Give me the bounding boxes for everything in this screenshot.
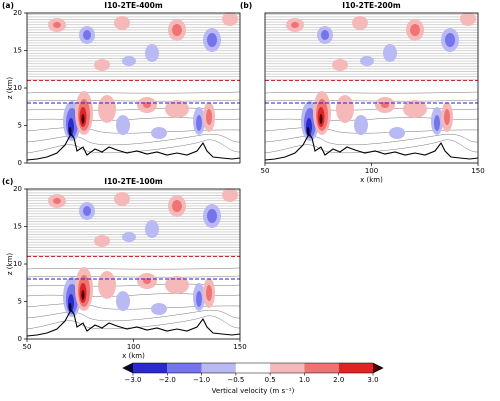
panel: (a) I10-2TE-400m 0 5 10 15 20 z (km) [2, 1, 240, 167]
colorbar-extend-low [123, 363, 133, 373]
field [27, 188, 240, 336]
y-tick-label: 20 [13, 185, 22, 193]
panel: (c) I10-2TE-100m 0 5 10 15 20 50 100 150 x (km) z (… [2, 177, 247, 360]
panel-title: I10-2TE-200m [342, 1, 401, 10]
x-tick-label: 50 [261, 167, 270, 175]
y-tick-label: 10 [13, 84, 22, 92]
colorbar-label: Vertical velocity (m s⁻¹) [212, 387, 295, 395]
y-axis-label: z (km) [6, 253, 14, 276]
panel-label: (a) [2, 1, 14, 10]
field [27, 12, 240, 160]
y-tick-label: 0 [18, 335, 22, 343]
colorbar-tick-label: −2.0 [159, 376, 176, 384]
colorbar-extend-high [373, 363, 383, 373]
colorbar-bin [201, 363, 236, 373]
x-tick-label: 150 [233, 343, 246, 351]
x-axis-label: x (km) [122, 352, 145, 360]
panel-label: (b) [240, 1, 252, 10]
colorbar-tick-label: 0.5 [265, 376, 276, 384]
field [265, 12, 478, 160]
x-tick-label: 150 [471, 167, 484, 175]
colorbar-tick-label: −1.0 [193, 376, 210, 384]
y-axis-label: z (km) [6, 77, 14, 100]
colorbar-tick-label: 3.0 [367, 376, 378, 384]
y-tick-label: 0 [18, 159, 22, 167]
y-tick-label: 15 [13, 47, 22, 55]
colorbar-bin [338, 363, 373, 373]
panel-title: I10-2TE-100m [104, 177, 163, 186]
y-tick-label: 20 [13, 9, 22, 17]
x-tick-label: 50 [23, 343, 32, 351]
y-tick-label: 15 [13, 223, 22, 231]
panel: (b) I10-2TE-200m 50 100 150 x (km) [240, 1, 485, 184]
x-tick-label: 100 [127, 343, 140, 351]
colorbar-tick-label: 1.0 [299, 376, 310, 384]
panel-label: (c) [2, 177, 13, 186]
y-tick-label: 10 [13, 260, 22, 268]
y-tick-label: 5 [18, 298, 22, 306]
colorbar-bin [270, 363, 305, 373]
y-tick-label: 5 [18, 122, 22, 130]
colorbar-tick-label: −3.0 [125, 376, 142, 384]
colorbar-tick-label: −0.5 [227, 376, 244, 384]
colorbar-bin [133, 363, 168, 373]
x-axis-label: x (km) [360, 176, 383, 184]
colorbar-bin [304, 363, 339, 373]
colorbar-bin [235, 363, 271, 373]
panel-title: I10-2TE-400m [104, 1, 163, 10]
x-tick-label: 100 [365, 167, 378, 175]
colorbar-tick-label: 2.0 [333, 376, 344, 384]
colorbar-bin [167, 363, 202, 373]
